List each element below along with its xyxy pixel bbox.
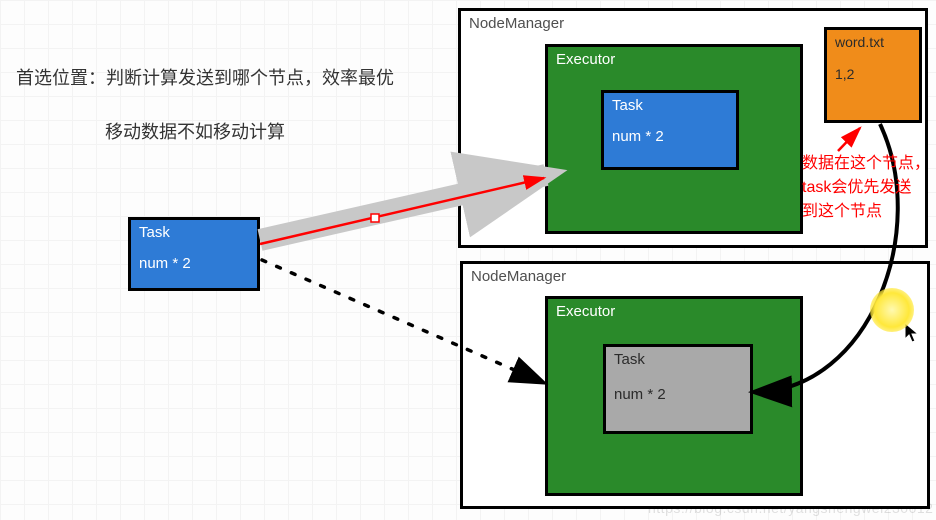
word-file-label: word.txt (827, 30, 919, 54)
executor-1-task-label: Task (604, 93, 736, 118)
source-task-label: Task (131, 220, 257, 245)
executor-2-task-num: num * 2 (606, 384, 750, 405)
heading-line2: 移动数据不如移动计算 (105, 118, 285, 144)
red-arrow-handle (371, 214, 379, 222)
nodemanager-2-label: NodeManager (463, 264, 927, 289)
highlight-dot (870, 288, 914, 332)
annotation-line3: 到这个节点 (802, 200, 930, 224)
word-file-content: 1,2 (827, 64, 919, 84)
executor-1-label: Executor (548, 47, 800, 72)
word-file-box: word.txt 1,2 (824, 27, 922, 123)
executor-1-task: Task num * 2 (601, 90, 739, 170)
executor-1-task-num: num * 2 (604, 126, 736, 147)
annotation-line2: task会优先发送 (802, 176, 930, 200)
executor-2-label: Executor (548, 299, 800, 324)
executor-2-task: Task num * 2 (603, 344, 753, 434)
annotation-line1: 数据在这个节点， (802, 152, 930, 176)
executor-2-task-label: Task (606, 347, 750, 372)
source-task-box: Task num * 2 (128, 217, 260, 291)
source-task-num: num * 2 (131, 253, 257, 274)
heading-line1: 首选位置：判断计算发送到哪个节点，效率最优 (16, 64, 394, 90)
annotation-text: 数据在这个节点， task会优先发送 到这个节点 (802, 152, 930, 224)
